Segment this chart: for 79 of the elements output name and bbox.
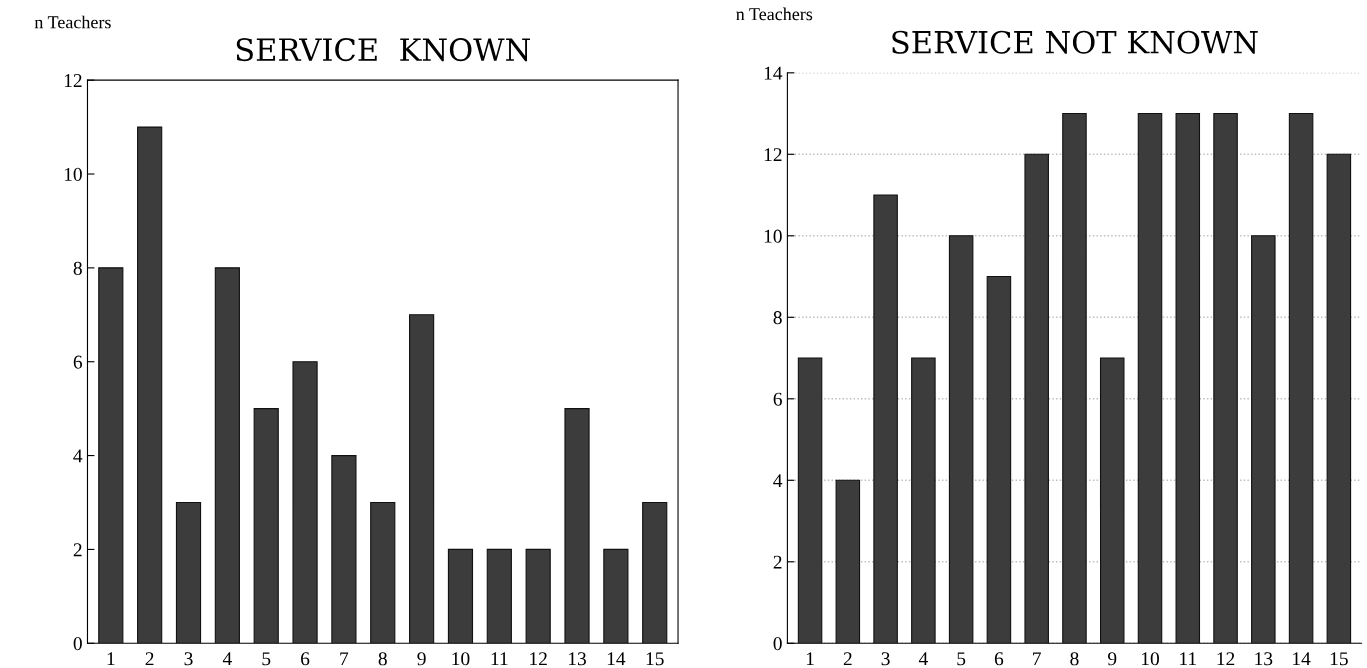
bar — [370, 501, 396, 644]
bar — [1137, 113, 1163, 644]
bar — [911, 357, 936, 644]
x-tick-label: 13 — [569, 652, 586, 666]
x-tick-label: 12 — [1217, 652, 1235, 666]
bar — [253, 408, 279, 644]
bar — [447, 548, 474, 644]
x-tick-label: 14 — [607, 652, 626, 666]
bar — [1099, 357, 1125, 644]
x-tick-label: 1 — [806, 652, 814, 666]
x-tick-label: 7 — [1033, 652, 1041, 666]
chart-title: SERVICE KNOWN — [236, 38, 530, 62]
y-tick-label: 4 — [773, 474, 783, 488]
y-axis-title: n Teachers — [34, 15, 111, 29]
bar — [986, 275, 1012, 644]
y-tick-label: 12 — [764, 148, 782, 162]
y-tick-label: 0 — [73, 637, 82, 651]
bar — [98, 267, 124, 644]
x-tick-label: 5 — [957, 652, 966, 666]
x-tick-label: 4 — [918, 652, 928, 666]
bar — [1024, 153, 1049, 644]
x-tick-label: 10 — [1141, 652, 1159, 666]
y-tick-label: 14 — [764, 66, 783, 80]
bar — [873, 194, 898, 644]
bar — [331, 455, 357, 644]
y-axis-title: n Teachers — [736, 7, 813, 21]
y-tick-label: 6 — [773, 392, 782, 406]
bar — [1175, 113, 1201, 644]
x-tick-label: 5 — [262, 652, 271, 666]
x-tick-label: 1 — [107, 652, 115, 666]
bar — [835, 479, 861, 644]
x-tick-label: 3 — [184, 652, 193, 666]
bar — [525, 548, 551, 644]
x-tick-label: 10 — [452, 652, 470, 666]
x-tick-label: 8 — [1070, 652, 1079, 666]
bar — [948, 235, 974, 644]
chart-title: SERVICE NOT KNOWN — [892, 30, 1258, 54]
y-tick-label: 8 — [773, 311, 782, 325]
bar — [1251, 235, 1276, 644]
bar — [175, 501, 202, 644]
x-tick-label: 2 — [145, 652, 154, 666]
x-tick-label: 6 — [994, 652, 1004, 666]
bar — [642, 501, 668, 644]
bar — [1326, 153, 1352, 644]
bar — [409, 314, 435, 644]
x-tick-label: 11 — [491, 652, 508, 666]
x-tick-label: 9 — [417, 652, 426, 666]
bar — [1213, 113, 1238, 644]
x-tick-label: 13 — [1255, 652, 1273, 666]
bar — [564, 408, 590, 644]
x-tick-label: 4 — [222, 652, 232, 666]
y-tick-label: 2 — [773, 555, 782, 569]
bar — [486, 548, 512, 644]
x-tick-label: 14 — [1293, 652, 1311, 666]
y-tick-label: 8 — [73, 261, 82, 275]
y-tick-label: 2 — [73, 543, 82, 557]
x-tick-label: 3 — [881, 652, 890, 666]
bar — [137, 126, 163, 644]
bar — [1062, 113, 1087, 644]
x-tick-label: 12 — [530, 652, 547, 666]
y-tick-label: 10 — [64, 167, 82, 181]
x-tick-label: 15 — [1330, 652, 1348, 666]
bar — [214, 267, 240, 644]
bar — [603, 548, 629, 644]
x-tick-label: 8 — [378, 652, 387, 666]
x-tick-label: 15 — [646, 652, 664, 666]
y-tick-label: 4 — [73, 449, 83, 463]
x-tick-label: 6 — [301, 652, 310, 666]
x-tick-label: 7 — [340, 652, 349, 666]
y-tick-label: 6 — [73, 355, 83, 369]
bar — [292, 361, 318, 644]
y-tick-label: 0 — [773, 637, 782, 651]
x-tick-label: 9 — [1108, 652, 1117, 666]
bar — [1288, 113, 1314, 644]
y-tick-label: 12 — [64, 74, 82, 87]
y-tick-label: 10 — [764, 229, 782, 243]
x-tick-label: 2 — [843, 652, 852, 666]
x-tick-label: 11 — [1180, 652, 1196, 666]
bar — [797, 357, 823, 644]
